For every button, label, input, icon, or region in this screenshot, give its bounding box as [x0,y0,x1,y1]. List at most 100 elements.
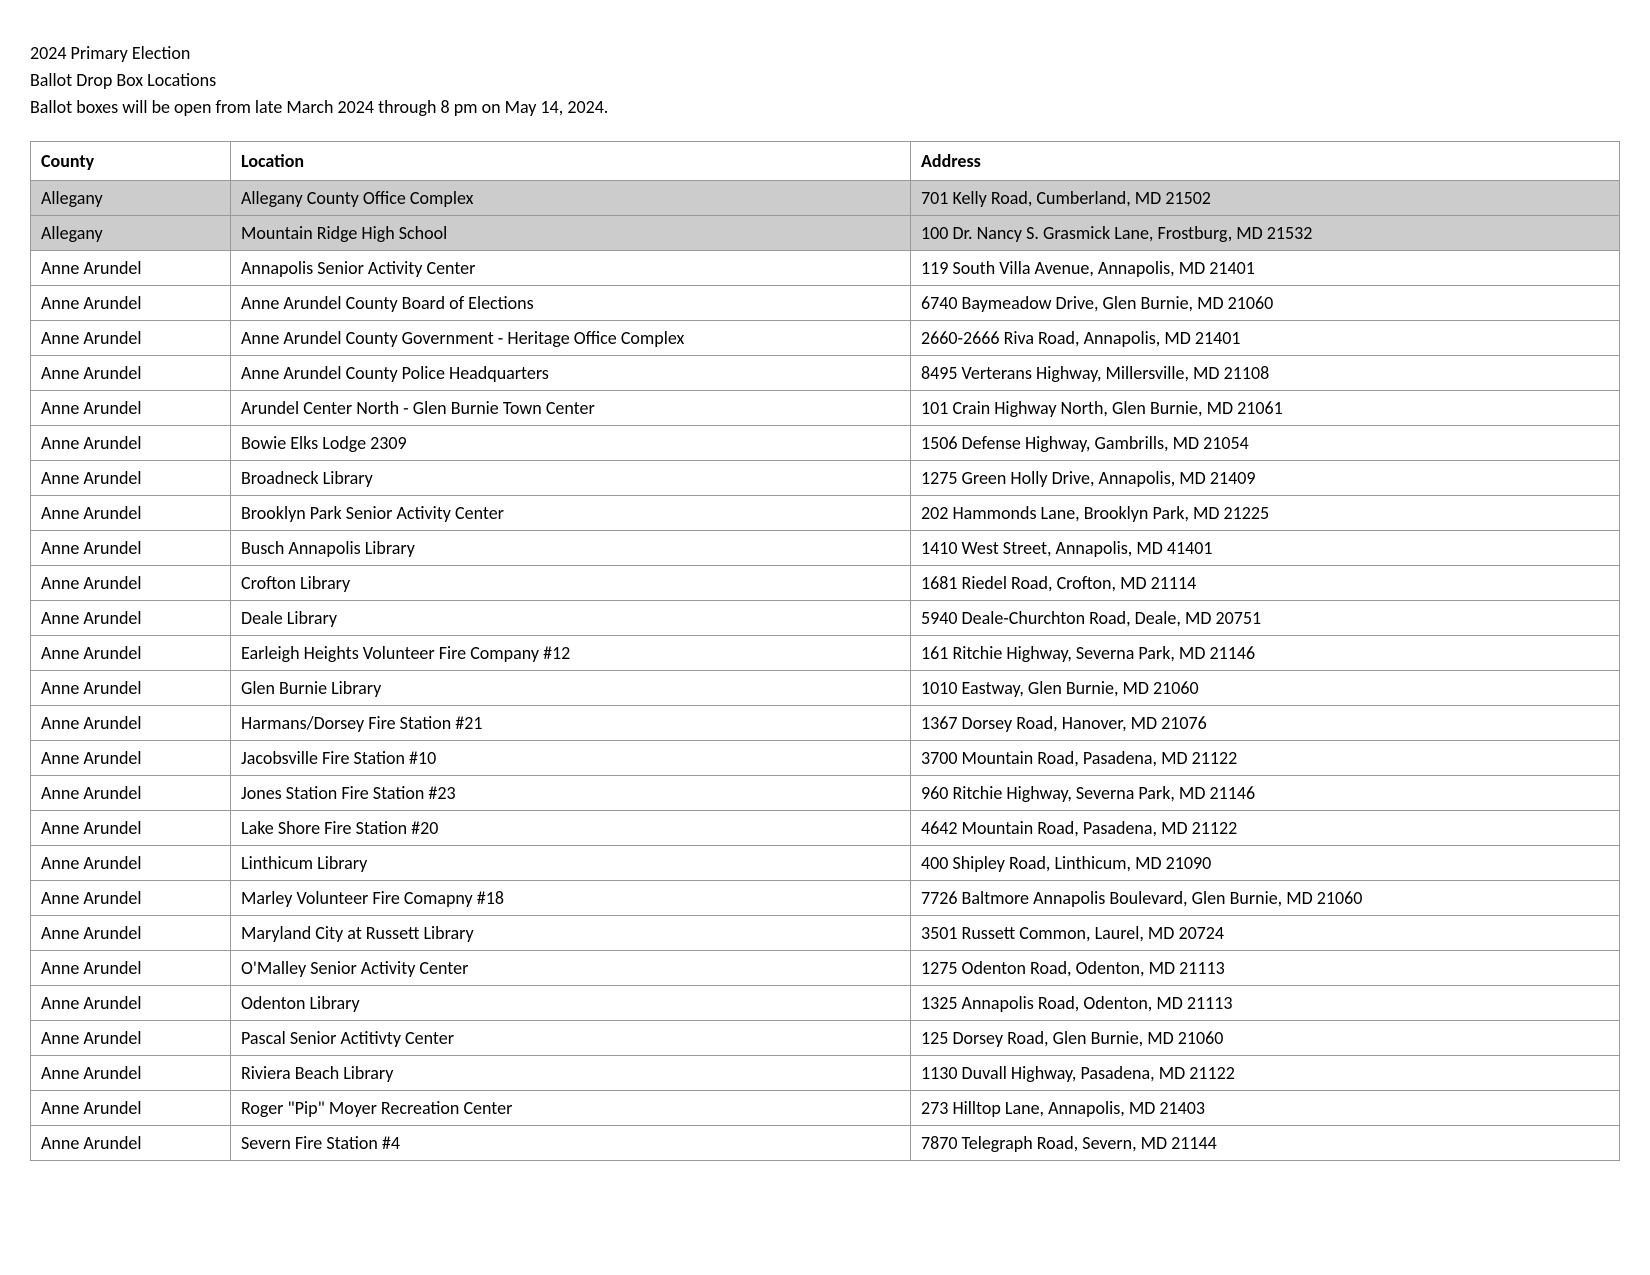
cell-address: 273 Hilltop Lane, Annapolis, MD 21403 [911,1091,1620,1126]
table-row: Anne ArundelO'Malley Senior Activity Cen… [31,951,1620,986]
cell-address: 8495 Verterans Highway, Millersville, MD… [911,356,1620,391]
column-header-address: Address [911,142,1620,181]
cell-county: Anne Arundel [31,426,231,461]
cell-address: 6740 Baymeadow Drive, Glen Burnie, MD 21… [911,286,1620,321]
table-row: Anne ArundelAnnapolis Senior Activity Ce… [31,251,1620,286]
cell-address: 400 Shipley Road, Linthicum, MD 21090 [911,846,1620,881]
cell-location: Annapolis Senior Activity Center [231,251,911,286]
cell-county: Anne Arundel [31,1021,231,1056]
cell-county: Anne Arundel [31,496,231,531]
table-header-row: County Location Address [31,142,1620,181]
cell-county: Anne Arundel [31,601,231,636]
table-row: Anne ArundelAnne Arundel County Governme… [31,321,1620,356]
cell-address: 2660-2666 Riva Road, Annapolis, MD 21401 [911,321,1620,356]
header-line2: Ballot Drop Box Locations [30,67,1620,94]
cell-location: Jones Station Fire Station #23 [231,776,911,811]
cell-county: Anne Arundel [31,286,231,321]
table-row: Anne ArundelBroadneck Library1275 Green … [31,461,1620,496]
cell-location: Earleigh Heights Volunteer Fire Company … [231,636,911,671]
cell-county: Anne Arundel [31,356,231,391]
cell-county: Anne Arundel [31,951,231,986]
cell-address: 1681 Riedel Road, Crofton, MD 21114 [911,566,1620,601]
cell-location: Allegany County Office Complex [231,181,911,216]
cell-county: Anne Arundel [31,846,231,881]
locations-table: County Location Address AlleganyAllegany… [30,141,1620,1161]
cell-location: Anne Arundel County Police Headquarters [231,356,911,391]
cell-address: 1130 Duvall Highway, Pasadena, MD 21122 [911,1056,1620,1091]
table-row: AlleganyAllegany County Office Complex70… [31,181,1620,216]
cell-location: Anne Arundel County Board of Elections [231,286,911,321]
table-row: Anne ArundelAnne Arundel County Police H… [31,356,1620,391]
cell-county: Anne Arundel [31,986,231,1021]
table-row: Anne ArundelLake Shore Fire Station #204… [31,811,1620,846]
cell-county: Anne Arundel [31,1091,231,1126]
cell-county: Anne Arundel [31,706,231,741]
cell-address: 100 Dr. Nancy S. Grasmick Lane, Frostbur… [911,216,1620,251]
table-row: Anne ArundelCrofton Library1681 Riedel R… [31,566,1620,601]
cell-location: Mountain Ridge High School [231,216,911,251]
cell-county: Anne Arundel [31,916,231,951]
column-header-location: Location [231,142,911,181]
table-row: Anne ArundelRiviera Beach Library1130 Du… [31,1056,1620,1091]
table-row: Anne ArundelOdenton Library1325 Annapoli… [31,986,1620,1021]
cell-location: Anne Arundel County Government - Heritag… [231,321,911,356]
cell-address: 202 Hammonds Lane, Brooklyn Park, MD 212… [911,496,1620,531]
cell-location: Broadneck Library [231,461,911,496]
cell-county: Anne Arundel [31,671,231,706]
cell-county: Anne Arundel [31,636,231,671]
table-row: Anne ArundelHarmans/Dorsey Fire Station … [31,706,1620,741]
cell-address: 3700 Mountain Road, Pasadena, MD 21122 [911,741,1620,776]
cell-address: 960 Ritchie Highway, Severna Park, MD 21… [911,776,1620,811]
cell-county: Anne Arundel [31,1056,231,1091]
cell-location: Maryland City at Russett Library [231,916,911,951]
table-row: Anne ArundelSevern Fire Station #47870 T… [31,1126,1620,1161]
cell-location: O'Malley Senior Activity Center [231,951,911,986]
cell-location: Jacobsville Fire Station #10 [231,741,911,776]
header-line3: Ballot boxes will be open from late Marc… [30,94,1620,121]
table-row: Anne ArundelJacobsville Fire Station #10… [31,741,1620,776]
column-header-county: County [31,142,231,181]
cell-address: 7870 Telegraph Road, Severn, MD 21144 [911,1126,1620,1161]
cell-address: 701 Kelly Road, Cumberland, MD 21502 [911,181,1620,216]
table-row: Anne ArundelBrooklyn Park Senior Activit… [31,496,1620,531]
cell-location: Glen Burnie Library [231,671,911,706]
cell-county: Anne Arundel [31,811,231,846]
cell-address: 3501 Russett Common, Laurel, MD 20724 [911,916,1620,951]
cell-address: 5940 Deale-Churchton Road, Deale, MD 207… [911,601,1620,636]
cell-county: Anne Arundel [31,461,231,496]
header-line1: 2024 Primary Election [30,40,1620,67]
cell-location: Roger "Pip" Moyer Recreation Center [231,1091,911,1126]
table-row: Anne ArundelMaryland City at Russett Lib… [31,916,1620,951]
cell-county: Anne Arundel [31,1126,231,1161]
cell-location: Lake Shore Fire Station #20 [231,811,911,846]
cell-location: Crofton Library [231,566,911,601]
table-row: Anne ArundelBowie Elks Lodge 23091506 De… [31,426,1620,461]
cell-address: 1275 Odenton Road, Odenton, MD 21113 [911,951,1620,986]
cell-address: 101 Crain Highway North, Glen Burnie, MD… [911,391,1620,426]
cell-location: Linthicum Library [231,846,911,881]
table-row: Anne ArundelBusch Annapolis Library1410 … [31,531,1620,566]
cell-location: Bowie Elks Lodge 2309 [231,426,911,461]
cell-location: Marley Volunteer Fire Comapny #18 [231,881,911,916]
cell-address: 1325 Annapolis Road, Odenton, MD 21113 [911,986,1620,1021]
cell-address: 1506 Defense Highway, Gambrills, MD 2105… [911,426,1620,461]
table-row: Anne ArundelGlen Burnie Library1010 East… [31,671,1620,706]
cell-county: Allegany [31,181,231,216]
table-row: Anne ArundelAnne Arundel County Board of… [31,286,1620,321]
table-row: AlleganyMountain Ridge High School100 Dr… [31,216,1620,251]
cell-address: 1410 West Street, Annapolis, MD 41401 [911,531,1620,566]
cell-address: 161 Ritchie Highway, Severna Park, MD 21… [911,636,1620,671]
cell-location: Brooklyn Park Senior Activity Center [231,496,911,531]
cell-location: Arundel Center North - Glen Burnie Town … [231,391,911,426]
table-row: Anne ArundelJones Station Fire Station #… [31,776,1620,811]
cell-county: Anne Arundel [31,251,231,286]
cell-county: Anne Arundel [31,566,231,601]
cell-address: 119 South Villa Avenue, Annapolis, MD 21… [911,251,1620,286]
cell-location: Deale Library [231,601,911,636]
cell-location: Riviera Beach Library [231,1056,911,1091]
table-row: Anne ArundelRoger "Pip" Moyer Recreation… [31,1091,1620,1126]
cell-address: 4642 Mountain Road, Pasadena, MD 21122 [911,811,1620,846]
cell-address: 1367 Dorsey Road, Hanover, MD 21076 [911,706,1620,741]
table-row: Anne ArundelEarleigh Heights Volunteer F… [31,636,1620,671]
table-row: Anne ArundelArundel Center North - Glen … [31,391,1620,426]
